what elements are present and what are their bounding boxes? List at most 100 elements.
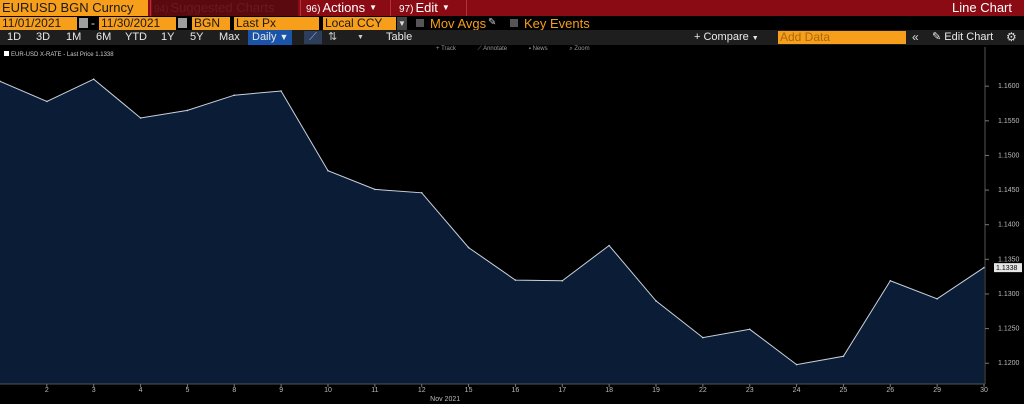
data-point <box>842 355 845 358</box>
period-1y-button[interactable]: 1Y <box>161 31 175 43</box>
data-point <box>0 80 1 83</box>
data-point <box>327 169 329 172</box>
frequency-select[interactable]: Daily ▼ <box>248 30 293 45</box>
add-data-input[interactable]: Add Data <box>778 31 906 44</box>
data-point <box>936 298 938 300</box>
plot-area <box>0 78 985 384</box>
edit-chart-label: Edit Chart <box>944 31 994 43</box>
currency-select[interactable]: Local CCY <box>323 17 396 30</box>
x-tick-label: 3 <box>92 387 96 394</box>
data-point <box>702 336 704 339</box>
data-point <box>92 78 95 80</box>
x-tick-label: 24 <box>793 387 801 394</box>
data-point <box>374 188 376 191</box>
gear-icon[interactable]: ⚙ <box>1006 30 1017 44</box>
suggested-number: 94) <box>154 4 169 15</box>
suggested-label: Suggested Charts <box>170 0 275 15</box>
x-tick-label: 8 <box>232 387 236 394</box>
data-point <box>420 192 423 194</box>
zoom-tool[interactable]: ⌕ Zoom <box>569 46 590 52</box>
track-label: Track <box>441 46 456 52</box>
start-date-input[interactable]: 11/01/2021 <box>0 17 77 30</box>
x-tick-label: 19 <box>652 387 660 394</box>
y-axis: 1.1200 1.1250 1.1300 1.1350 1.1400 1.1450 1.15… <box>984 47 1022 384</box>
calendar-icon[interactable] <box>178 18 187 28</box>
data-point <box>514 279 517 281</box>
y-tick-label: 1.1250 <box>998 326 1020 333</box>
data-point <box>655 300 657 302</box>
table-button[interactable]: Table <box>386 31 413 43</box>
chevron-down-icon[interactable]: ▼ <box>397 17 407 30</box>
chevron-down-icon[interactable]: ▼ <box>357 34 364 41</box>
collapse-icon[interactable]: « <box>912 30 919 44</box>
period-ytd-button[interactable]: YTD <box>125 31 147 43</box>
x-tick-label: 26 <box>886 387 894 394</box>
x-tick-label: 30 <box>980 387 988 394</box>
divider <box>150 0 151 16</box>
x-tick-label: 25 <box>840 387 848 394</box>
data-point <box>983 266 985 269</box>
x-tick-label: 23 <box>746 387 754 394</box>
caret-down-icon: ▼ <box>751 35 759 42</box>
source-input[interactable]: BGN <box>192 17 230 30</box>
annotate-tool[interactable]: ⟋ Annotate <box>477 46 508 52</box>
period-3d-button[interactable]: 3D <box>36 31 51 43</box>
mov-avgs-checkbox[interactable] <box>416 19 424 27</box>
chart-type-title: Line Chart <box>952 0 1012 15</box>
line-chart-icon[interactable]: ⟋ <box>304 31 322 44</box>
price-chart[interactable]: 1.1200 1.1250 1.1300 1.1350 1.1400 1.1450 1.15… <box>0 45 1024 404</box>
edit-chart-button[interactable]: ✎ Edit Chart <box>932 30 993 45</box>
actions-menu-button[interactable]: 96) Actions ▼ <box>302 0 382 16</box>
edit-number: 97) <box>399 4 414 15</box>
caret-down-icon: ▼ <box>279 32 289 42</box>
compare-button[interactable]: + Compare ▼ <box>694 30 759 45</box>
actions-number: 96) <box>306 4 321 15</box>
suggested-charts-button[interactable]: 94) Suggested Charts <box>152 0 298 16</box>
period-1m-button[interactable]: 1M <box>66 31 82 43</box>
period-6m-button[interactable]: 6M <box>96 31 112 43</box>
last-price-marker <box>994 263 1022 273</box>
data-point <box>139 117 142 119</box>
x-tick-label: 5 <box>185 387 189 394</box>
data-point <box>608 244 610 247</box>
x-tick-label: 2 <box>45 387 49 394</box>
header-bar: EURUSD BGN Curncy 94) Suggested Charts 96… <box>0 0 1024 16</box>
end-date-input[interactable]: 11/30/2021 <box>99 17 176 30</box>
pencil-icon[interactable]: ✎ <box>488 17 497 28</box>
data-point <box>46 100 48 103</box>
period-max-button[interactable]: Max <box>219 31 240 43</box>
compare-label: + Compare <box>694 31 749 43</box>
mov-avgs-label[interactable]: Mov Avgs <box>430 16 487 31</box>
x-tick-label: 4 <box>139 387 143 394</box>
y-tick-label: 1.1350 <box>998 256 1020 263</box>
data-point <box>186 109 189 112</box>
x-tick-label: 11 <box>371 387 378 394</box>
news-label: News <box>532 46 548 52</box>
key-events-label[interactable]: Key Events <box>524 16 590 31</box>
chart-style-icon[interactable]: ⇅ <box>328 31 338 43</box>
track-tool[interactable]: + Track <box>436 46 456 52</box>
calendar-icon[interactable] <box>79 18 88 28</box>
divider <box>390 0 391 16</box>
last-price-label: 1.1338 <box>996 265 1018 272</box>
x-tick-label: 12 <box>418 387 426 394</box>
data-point <box>795 363 798 366</box>
field-input[interactable]: Last Px <box>234 17 319 30</box>
edit-menu-button[interactable]: 97) Edit ▼ <box>395 0 465 16</box>
news-tool[interactable]: ▪ News <box>528 46 548 52</box>
ticker-field[interactable]: EURUSD BGN Curncy <box>0 0 148 16</box>
chart-tools: + Track ⟋ Annotate ▪ News ⌕ Zoom <box>436 46 610 53</box>
x-axis-label: Nov 2021 <box>430 396 460 403</box>
y-tick-label: 1.1400 <box>998 222 1020 229</box>
y-tick-label: 1.1300 <box>998 291 1020 298</box>
chart-legend[interactable]: EUR-USD X-RATE - Last Price 1.1338 <box>4 51 114 58</box>
price-line <box>0 78 985 366</box>
actions-label: Actions <box>322 0 366 15</box>
period-5y-button[interactable]: 5Y <box>190 31 204 43</box>
key-events-checkbox[interactable] <box>510 19 518 27</box>
data-point <box>561 280 564 282</box>
x-tick-label: 17 <box>558 387 566 394</box>
period-1d-button[interactable]: 1D <box>7 31 22 43</box>
x-tick-label: 16 <box>512 387 520 394</box>
data-point <box>280 90 282 92</box>
